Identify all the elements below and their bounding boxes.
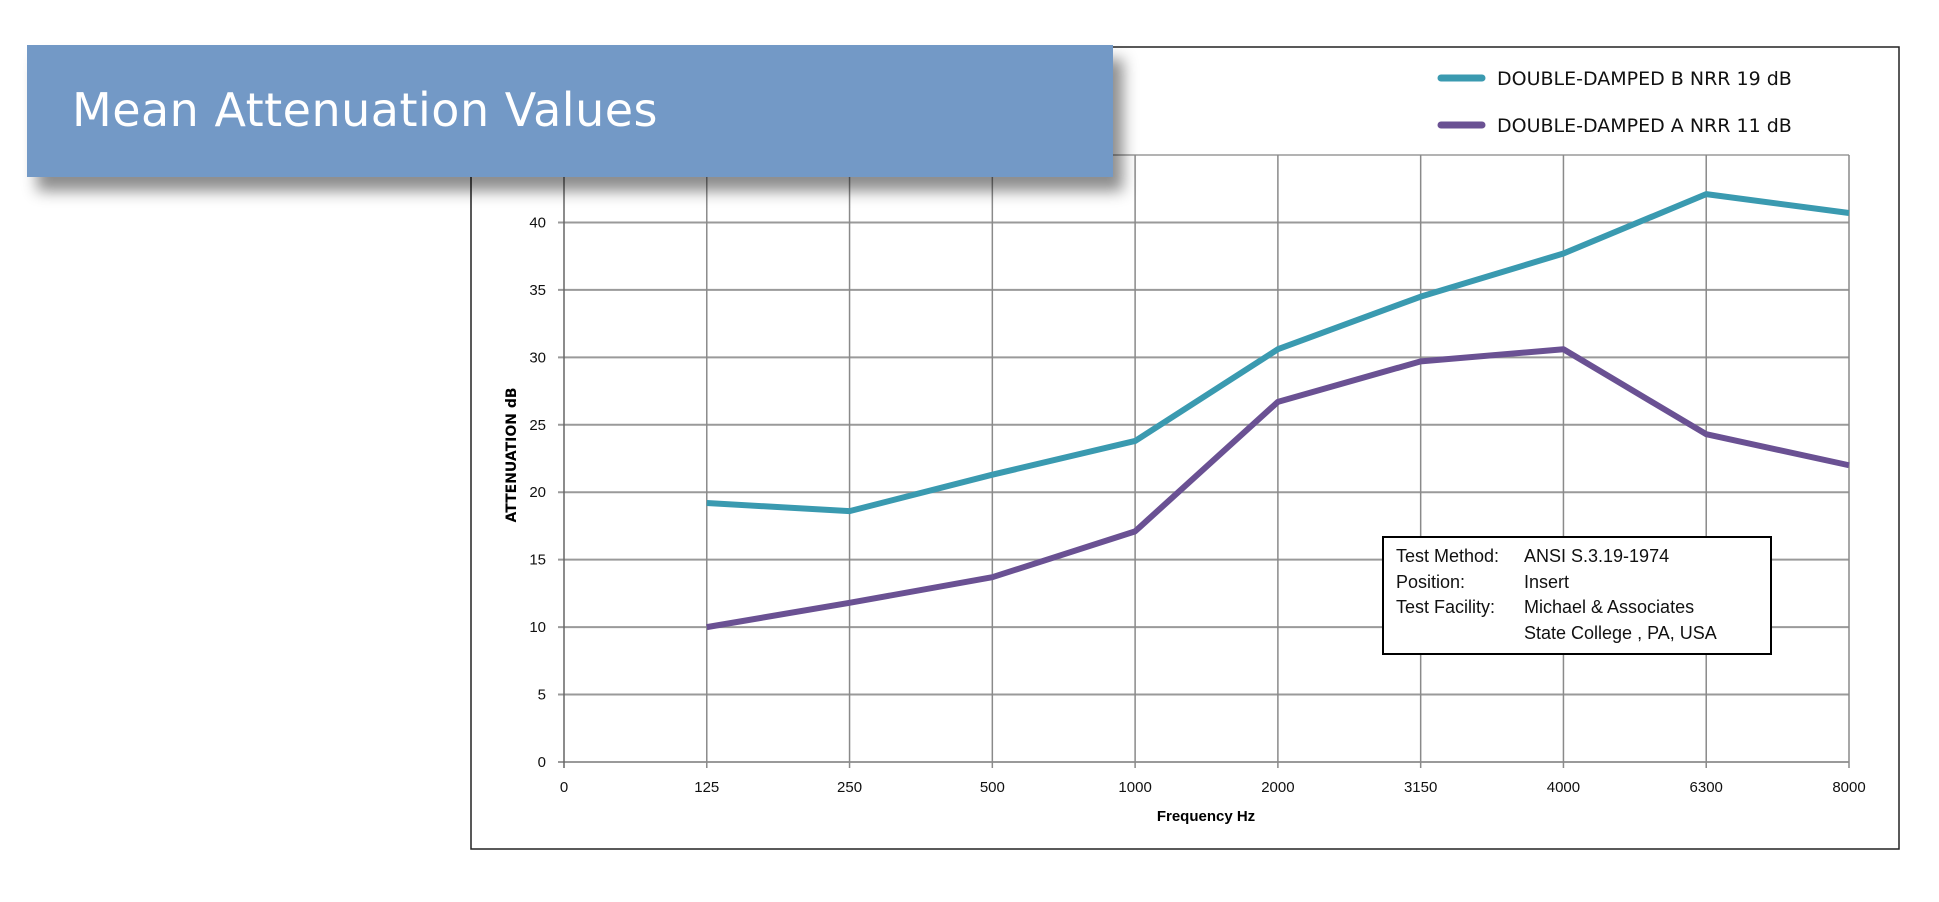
- info-row: State College , PA, USA: [1396, 623, 1717, 644]
- test-info-box: Test Method: ANSI S.3.19-1974 Position: In…: [1382, 536, 1772, 655]
- y-tick-label: 15: [529, 552, 546, 569]
- info-row: Test Method: ANSI S.3.19-1974: [1396, 546, 1669, 567]
- y-tick-label: 10: [529, 619, 546, 636]
- page-title: Mean Attenuation Values: [72, 83, 659, 137]
- legend-label: DOUBLE-DAMPED A NRR 11 dB: [1497, 115, 1792, 137]
- info-value: State College , PA, USA: [1524, 623, 1717, 643]
- info-value: Insert: [1524, 572, 1570, 592]
- info-key: Position:: [1396, 572, 1466, 592]
- x-tick-label: 0: [560, 779, 568, 796]
- x-tick-label: 6300: [1690, 779, 1723, 796]
- x-tick-label: 250: [837, 779, 862, 796]
- x-tick-label: 2000: [1261, 779, 1294, 796]
- y-tick-label: 0: [538, 754, 546, 771]
- x-tick-label: 125: [694, 779, 719, 796]
- title-banner: Mean Attenuation Values: [27, 45, 1113, 177]
- info-value: ANSI S.3.19-1974: [1524, 546, 1670, 566]
- x-tick-label: 8000: [1832, 779, 1865, 796]
- x-tick-label: 4000: [1547, 779, 1580, 796]
- y-tick-label: 20: [529, 484, 546, 501]
- info-key: Test Method:: [1396, 546, 1500, 566]
- info-row: Test Facility: Michael & Associates: [1396, 597, 1694, 618]
- y-axis-label: ATTENUATION dB: [504, 387, 520, 522]
- info-key: Test Facility:: [1396, 597, 1496, 617]
- y-tick-label: 5: [538, 687, 546, 704]
- x-tick-label: 1000: [1118, 779, 1151, 796]
- chart-frame: [470, 46, 1900, 850]
- y-tick-label: 35: [529, 282, 546, 299]
- info-row: Position: Insert: [1396, 572, 1569, 593]
- info-value: Michael & Associates: [1524, 597, 1695, 617]
- x-tick-label: 500: [980, 779, 1005, 796]
- legend-label: DOUBLE-DAMPED B NRR 19 dB: [1497, 68, 1792, 90]
- y-tick-label: 40: [529, 214, 546, 231]
- y-tick-label: 25: [529, 417, 546, 434]
- x-tick-label: 3150: [1404, 779, 1437, 796]
- x-axis-label: Frequency Hz: [1157, 808, 1255, 825]
- y-tick-label: 30: [529, 349, 546, 366]
